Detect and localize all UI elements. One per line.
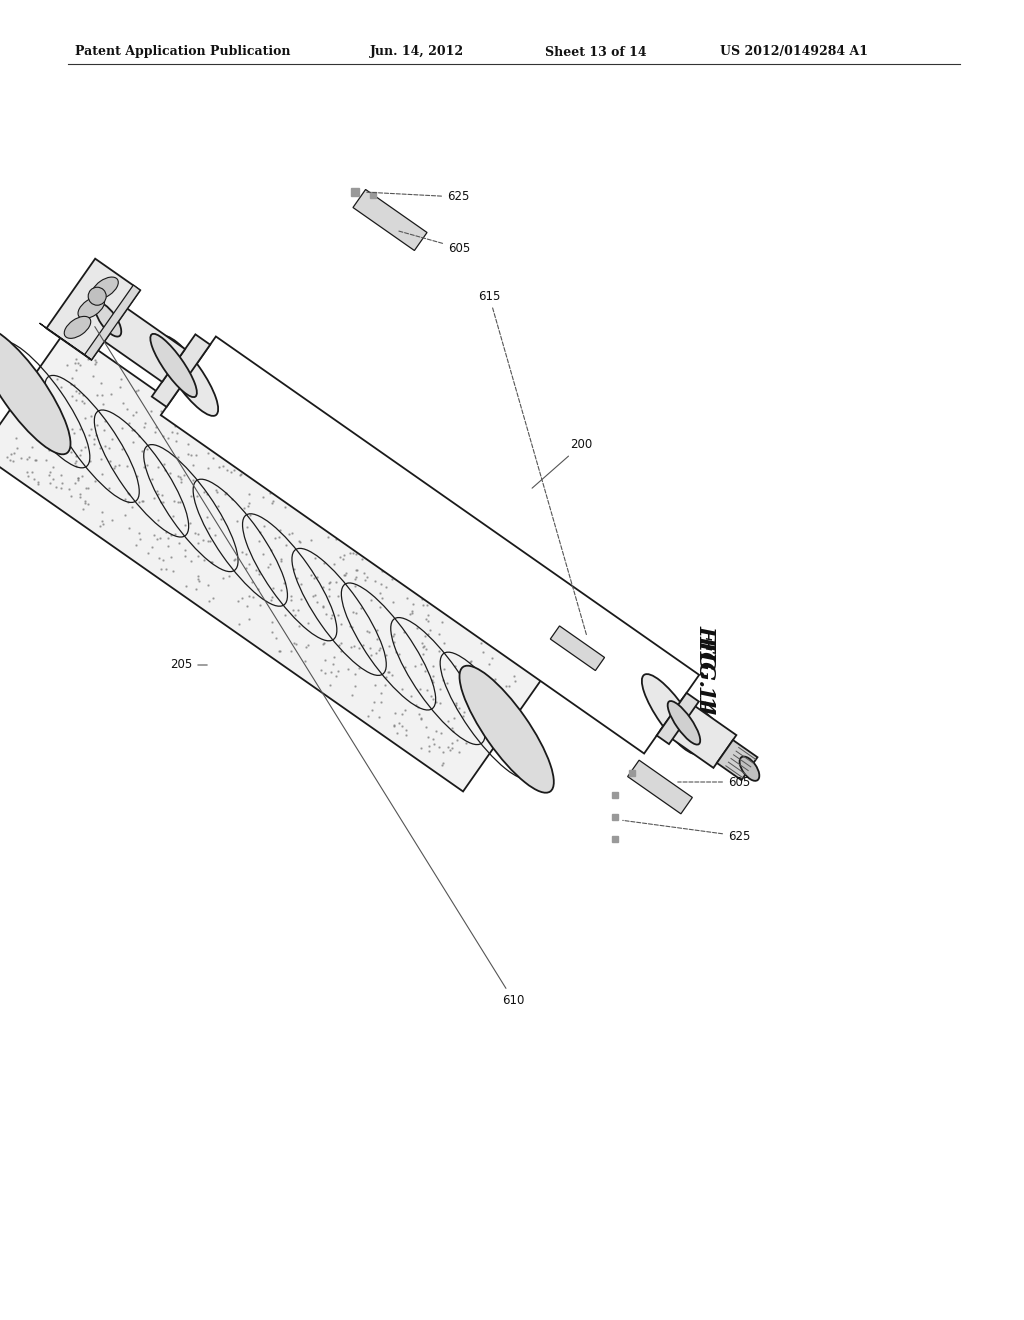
Ellipse shape bbox=[92, 277, 119, 300]
Polygon shape bbox=[85, 285, 140, 360]
Ellipse shape bbox=[0, 327, 71, 454]
Ellipse shape bbox=[88, 288, 106, 305]
Polygon shape bbox=[660, 698, 736, 768]
Text: FIG. 14: FIG. 14 bbox=[695, 635, 717, 726]
Text: FIG. 14: FIG. 14 bbox=[695, 624, 717, 715]
Polygon shape bbox=[0, 329, 550, 792]
Polygon shape bbox=[628, 760, 692, 814]
Polygon shape bbox=[40, 323, 91, 360]
Text: 200: 200 bbox=[532, 438, 592, 488]
Ellipse shape bbox=[642, 675, 701, 754]
Text: 605: 605 bbox=[397, 231, 470, 255]
Text: 610: 610 bbox=[95, 326, 524, 1006]
Text: 605: 605 bbox=[678, 776, 751, 788]
Polygon shape bbox=[152, 334, 210, 407]
Text: 625: 625 bbox=[623, 820, 751, 842]
Polygon shape bbox=[353, 190, 427, 251]
Ellipse shape bbox=[95, 302, 121, 337]
Text: 205: 205 bbox=[170, 659, 207, 672]
Text: Patent Application Publication: Patent Application Publication bbox=[75, 45, 291, 58]
Polygon shape bbox=[717, 741, 758, 780]
Polygon shape bbox=[656, 693, 698, 744]
Text: Sheet 13 of 14: Sheet 13 of 14 bbox=[545, 45, 646, 58]
Text: US 2012/0149284 A1: US 2012/0149284 A1 bbox=[720, 45, 868, 58]
Polygon shape bbox=[96, 304, 185, 381]
Ellipse shape bbox=[65, 317, 91, 338]
Polygon shape bbox=[46, 259, 140, 360]
Text: 615: 615 bbox=[478, 289, 587, 635]
Ellipse shape bbox=[460, 665, 554, 793]
Ellipse shape bbox=[668, 701, 700, 744]
Ellipse shape bbox=[78, 297, 104, 318]
Polygon shape bbox=[161, 337, 699, 754]
Text: 625: 625 bbox=[366, 190, 469, 203]
Ellipse shape bbox=[151, 334, 197, 397]
Ellipse shape bbox=[159, 335, 218, 416]
Text: Jun. 14, 2012: Jun. 14, 2012 bbox=[370, 45, 464, 58]
Ellipse shape bbox=[739, 756, 760, 781]
Polygon shape bbox=[550, 626, 604, 671]
